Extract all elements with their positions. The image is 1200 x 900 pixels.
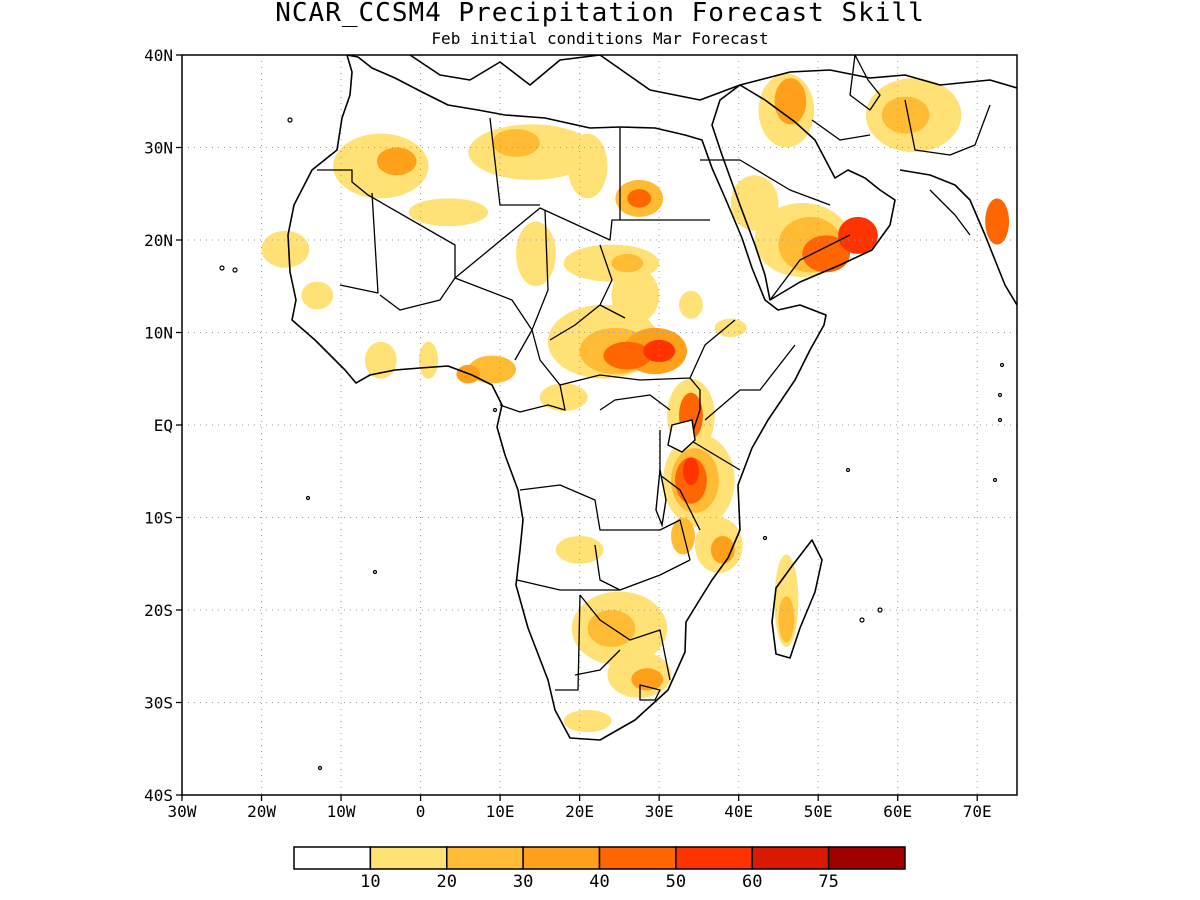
skill-region	[985, 198, 1010, 245]
skill-region	[774, 78, 807, 125]
skill-region	[301, 281, 334, 310]
skill-region	[714, 318, 747, 338]
y-tick-label: 40N	[144, 46, 173, 65]
y-tick-label: 10S	[144, 509, 173, 528]
y-tick-label: 20S	[144, 601, 173, 620]
skill-region	[516, 221, 556, 287]
bioko-island	[492, 407, 498, 413]
skill-region	[683, 457, 699, 486]
madagascar-coastline	[771, 539, 823, 659]
colorbar-label: 50	[666, 872, 686, 892]
arabia-borders	[700, 99, 991, 301]
skill-region	[603, 341, 652, 370]
skill-region	[408, 198, 489, 227]
colorbar-label: 30	[513, 872, 533, 892]
colorbar-swatch	[751, 846, 830, 870]
skill-region	[376, 147, 417, 176]
canary-island	[219, 265, 225, 271]
colorbar-swatch	[598, 846, 677, 870]
seychelles-island	[845, 467, 851, 473]
y-tick-label: 30S	[144, 694, 173, 713]
skill-region	[679, 290, 703, 319]
colorbar-label: 40	[589, 872, 609, 892]
arabia-coastline	[711, 84, 896, 301]
x-tick-label: 60E	[883, 802, 912, 821]
colorbar-label: 75	[818, 872, 838, 892]
colorbar-swatch	[369, 846, 448, 870]
skill-region	[778, 596, 795, 643]
colorbar-swatch	[522, 846, 601, 870]
map-subtitle: Feb initial conditions Mar Forecast	[431, 29, 768, 48]
maldives-island	[999, 362, 1005, 368]
y-tick-label: 40S	[144, 786, 173, 805]
y-tick-label: 30N	[144, 139, 173, 158]
skill-region	[627, 189, 652, 208]
colorbar-swatch	[446, 846, 524, 870]
colorbar-swatch	[293, 846, 372, 870]
skill-region	[881, 96, 930, 134]
europe-coastline	[409, 55, 1017, 101]
skill-region	[492, 129, 540, 157]
skill-region	[468, 355, 516, 384]
x-tick-label: 10W	[327, 802, 356, 821]
asia-coastline	[899, 169, 1017, 306]
madeira-island	[287, 117, 293, 123]
colorbar-swatch	[675, 846, 753, 870]
y-tick-label: 10N	[144, 324, 173, 343]
skill-region	[587, 610, 636, 647]
skill-region	[567, 133, 608, 199]
ascension-island	[305, 495, 311, 501]
x-tick-label: 20W	[247, 802, 276, 821]
x-tick-label: 30W	[168, 802, 197, 821]
skill-shading-layer	[261, 73, 1010, 733]
maldives-island	[997, 392, 1003, 398]
mascarene-island	[877, 607, 883, 613]
x-tick-label: 40E	[724, 802, 753, 821]
x-tick-label: 20E	[565, 802, 594, 821]
colorbar-label: 10	[360, 872, 380, 892]
colorbar-label: 60	[742, 872, 762, 892]
maldives-island	[997, 417, 1003, 423]
skill-region	[539, 383, 588, 412]
africa-coastline	[287, 55, 827, 741]
skill-region	[802, 235, 851, 273]
x-tick-label: 50E	[804, 802, 833, 821]
skill-region	[563, 709, 612, 733]
comoros-island	[762, 535, 768, 541]
coastlines-and-borders	[219, 55, 1017, 771]
skill-region	[631, 668, 664, 691]
skill-region	[643, 339, 676, 363]
skill-region	[418, 341, 439, 379]
caspian-sea	[849, 55, 881, 111]
map-title: NCAR_CCSM4 Precipitation Forecast Skill	[275, 0, 924, 28]
colorbar-label: 20	[437, 872, 457, 892]
y-tick-label: EQ	[154, 416, 173, 435]
longitude-ticks: 30W 20W 10W 0 10E 20E 30E 40E 50E 60E 70E	[168, 795, 992, 821]
x-tick-label: 70E	[963, 802, 992, 821]
colorbar-swatch	[827, 846, 906, 870]
chagos-island	[992, 477, 998, 483]
country-borders-north	[317, 117, 710, 361]
country-borders-south	[516, 484, 691, 701]
colorbar: 10 20 30 40 50 60 75	[293, 846, 906, 892]
x-tick-label: 0	[416, 802, 426, 821]
lake-victoria	[667, 419, 696, 453]
mascarene-island	[859, 617, 865, 623]
skill-region	[364, 341, 397, 379]
skill-region	[671, 517, 695, 555]
x-tick-label: 10E	[486, 802, 515, 821]
skill-region	[261, 230, 310, 268]
y-tick-label: 20N	[144, 231, 173, 250]
lake-tanganyika	[655, 469, 667, 528]
st-helena-island	[372, 569, 378, 575]
skill-region	[555, 536, 604, 564]
canary-island	[232, 267, 238, 273]
latitude-ticks: 40N 30N 20N 10N EQ 10S 20S 30S 40S	[144, 46, 182, 805]
skill-region	[611, 253, 644, 273]
x-tick-label: 30E	[645, 802, 674, 821]
tristan-island	[317, 765, 323, 771]
skill-region	[838, 216, 878, 254]
